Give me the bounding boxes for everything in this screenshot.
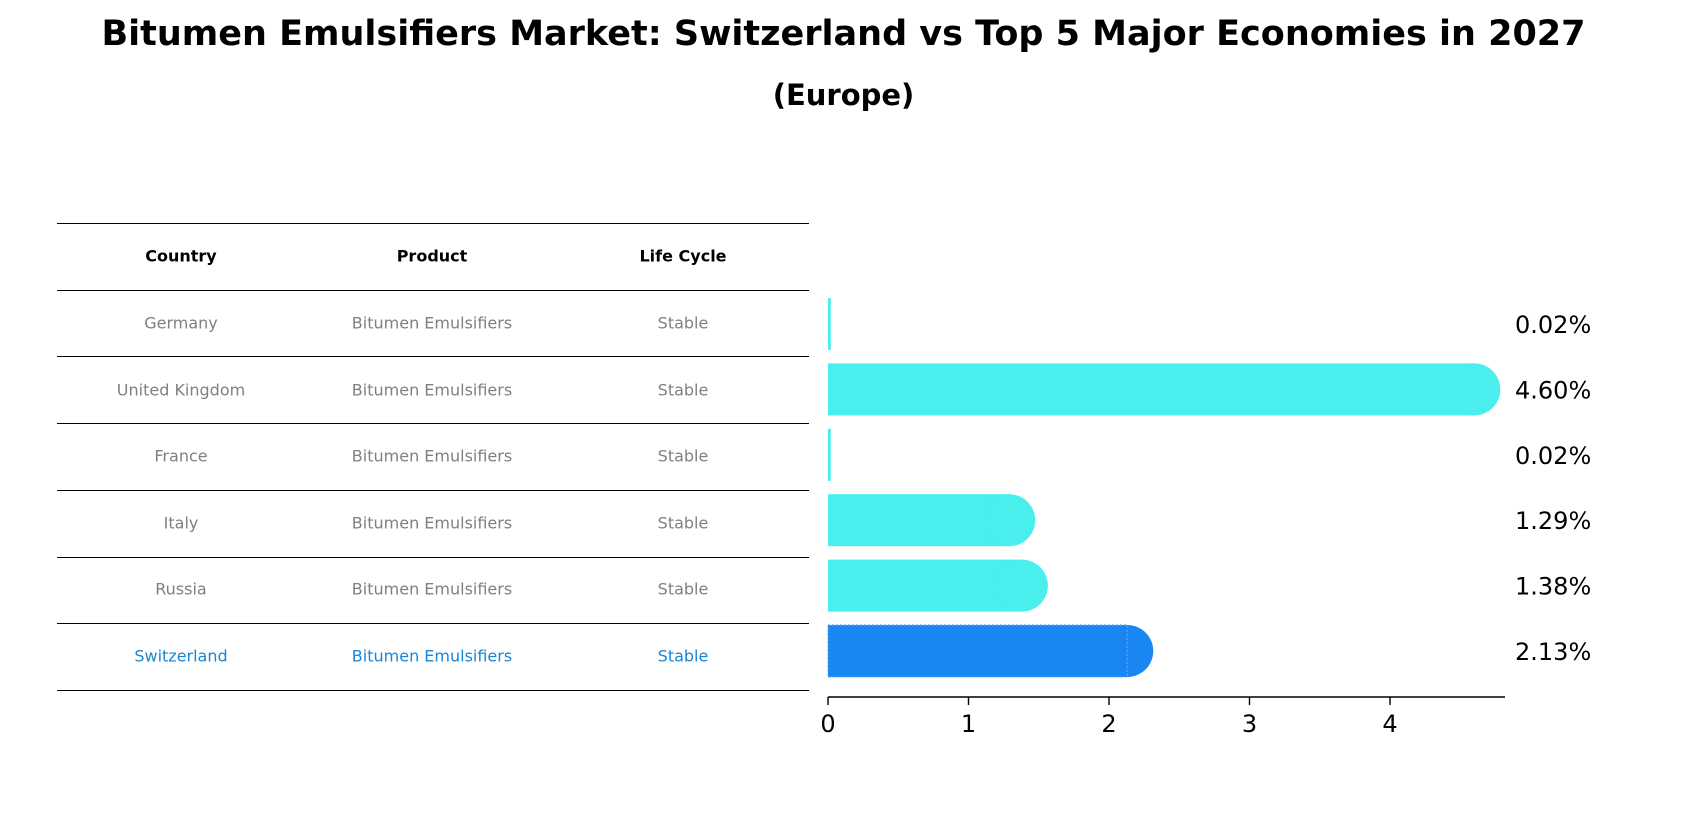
x-tick-label: 3: [1242, 710, 1257, 738]
table-rule: [57, 290, 809, 291]
value-label: 4.60%: [1515, 376, 1591, 404]
table-cell-life-cycle: Stable: [657, 579, 709, 599]
table-cell-product: Bitumen Emulsifiers: [351, 313, 513, 333]
value-label: 1.38%: [1515, 573, 1591, 601]
table-cell-life-cycle: Stable: [657, 513, 709, 533]
table-cell-product: Bitumen Emulsifiers: [351, 513, 513, 533]
bar-switzerland: [828, 625, 1128, 677]
x-tick-label: 4: [1382, 710, 1397, 738]
table-cell-country: United Kingdom: [116, 380, 246, 400]
table-rule: [57, 223, 809, 224]
table-cell-country: Russia: [155, 579, 207, 599]
chart-title: Bitumen Emulsifiers Market: Switzerland …: [101, 14, 1586, 54]
bar-italy: [828, 494, 1010, 547]
table-cell-country: Germany: [144, 313, 218, 333]
table-header-country: Country: [145, 246, 217, 266]
table-rule: [57, 690, 809, 691]
table-rule: [57, 623, 809, 624]
table-rule: [57, 490, 809, 491]
table-header-product: Product: [396, 246, 468, 266]
table-cell-life-cycle: Stable: [657, 313, 709, 333]
table-cell-life-cycle: Stable: [657, 380, 709, 400]
table-cell-country: Switzerland: [134, 646, 228, 666]
bar-united-kingdom: [828, 363, 1475, 416]
x-tick-label: 0: [820, 710, 835, 738]
bar-cap: [1448, 363, 1501, 416]
table-rule: [57, 557, 809, 558]
table-rule: [57, 423, 809, 424]
value-label: 0.02%: [1515, 311, 1591, 339]
table-cell-product: Bitumen Emulsifiers: [351, 579, 513, 599]
chart-subtitle: (Europe): [772, 78, 915, 112]
value-label: 0.02%: [1515, 442, 1591, 470]
table-cell-life-cycle: Stable: [657, 646, 709, 666]
table-cell-product: Bitumen Emulsifiers: [351, 380, 513, 400]
x-tick-label: 1: [961, 710, 976, 738]
table-cell-country: France: [154, 446, 208, 466]
bar-cap: [995, 559, 1048, 612]
table-cell-country: Italy: [163, 513, 199, 533]
value-label: 1.29%: [1515, 507, 1591, 535]
bar-france: [828, 428, 831, 481]
x-tick-label: 2: [1101, 710, 1116, 738]
bar-germany: [828, 298, 831, 350]
table-rule: [57, 356, 809, 357]
table-cell-product: Bitumen Emulsifiers: [351, 446, 513, 466]
table-header-life-cycle: Life Cycle: [639, 246, 727, 266]
value-label: 2.13%: [1515, 638, 1591, 666]
bar-cap: [983, 494, 1036, 547]
table-cell-life-cycle: Stable: [657, 446, 709, 466]
bar-highlight-outline: [827, 624, 1128, 678]
table-cell-product: Bitumen Emulsifiers: [351, 646, 513, 666]
bar-russia: [828, 559, 1022, 612]
